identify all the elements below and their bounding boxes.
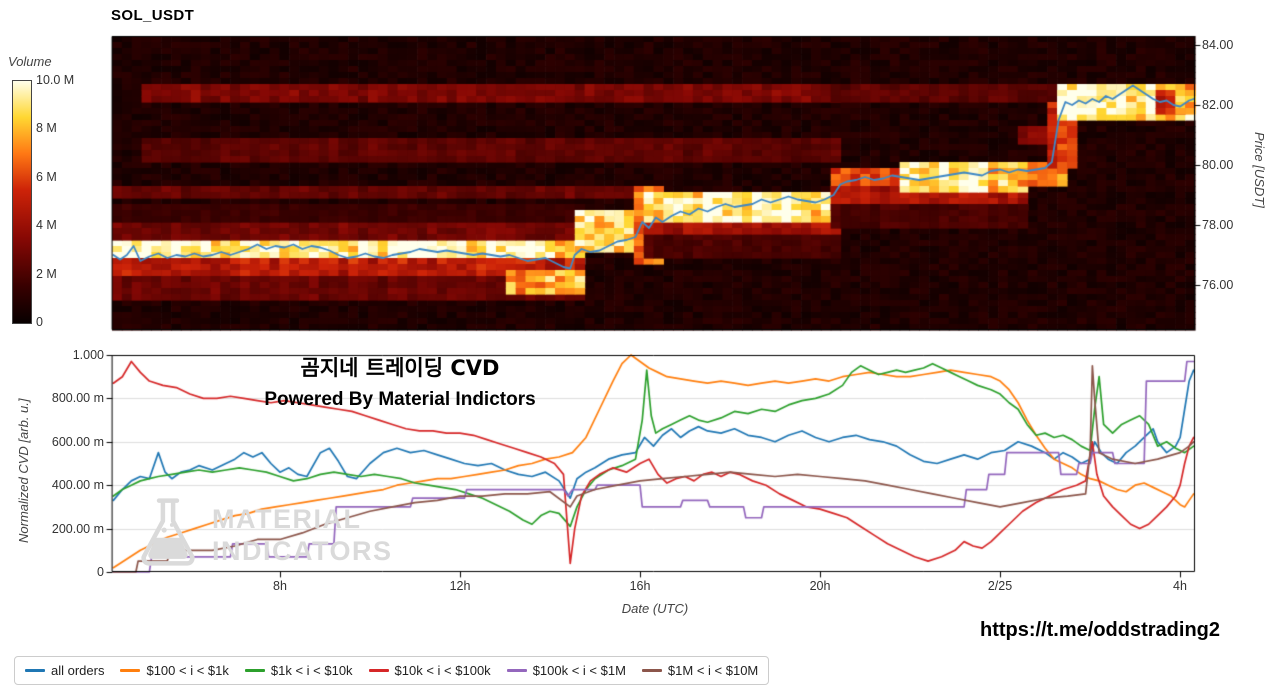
cvd-tick: 1.000 bbox=[72, 348, 104, 362]
legend-swatch bbox=[244, 669, 265, 672]
legend-item: $100k < i < $1M bbox=[506, 663, 626, 678]
colorbar-title: Volume bbox=[8, 54, 52, 69]
cvd-tick: 200.00 m bbox=[51, 522, 104, 536]
colorbar-tick: 10.0 M bbox=[36, 73, 75, 87]
cvd-tick: 600.00 m bbox=[51, 435, 104, 449]
x-tick: 12h bbox=[449, 579, 471, 593]
colorbar-tick: 4 M bbox=[36, 218, 57, 232]
cvd-tick: 800.00 m bbox=[51, 391, 104, 405]
page-title: SOL_USDT bbox=[111, 7, 195, 24]
legend-label: $100 < i < $1k bbox=[146, 663, 229, 678]
legend-item: $1M < i < $10M bbox=[641, 663, 759, 678]
legend-label: $1k < i < $10k bbox=[270, 663, 353, 678]
price-axis-title: Price [USDT] bbox=[1252, 132, 1267, 208]
price-tick: 76.00 bbox=[1202, 278, 1234, 292]
colorbar-tick: 0 bbox=[36, 315, 43, 329]
cvd-line-chart-canvas bbox=[102, 345, 1205, 582]
legend-label: $100k < i < $1M bbox=[532, 663, 626, 678]
colorbar-tick: 6 M bbox=[36, 170, 57, 184]
x-axis-title: Date (UTC) bbox=[621, 601, 689, 616]
cvd-axis-title: Normalized CVD [arb. u.] bbox=[16, 398, 31, 544]
legend-swatch bbox=[506, 669, 527, 672]
colorbar-tick: 2 M bbox=[36, 267, 57, 281]
material-indicators-watermark: MATERIAL INDICATORS bbox=[136, 496, 393, 573]
legend-item: $10k < i < $100k bbox=[368, 663, 491, 678]
x-tick: 16h bbox=[629, 579, 651, 593]
price-tick: 84.00 bbox=[1202, 38, 1234, 52]
cvd-tick: 0 bbox=[97, 565, 104, 579]
price-tick: 82.00 bbox=[1202, 98, 1234, 112]
x-tick: 2/25 bbox=[987, 579, 1013, 593]
legend-item: $1k < i < $10k bbox=[244, 663, 353, 678]
legend-item: all orders bbox=[25, 663, 104, 678]
legend-label: $10k < i < $100k bbox=[394, 663, 491, 678]
powered-by-text: Powered By Material Indictors bbox=[264, 389, 536, 410]
x-tick: 20h bbox=[809, 579, 831, 593]
legend-label: all orders bbox=[51, 663, 105, 678]
legend-swatch bbox=[120, 669, 141, 672]
legend-swatch bbox=[25, 669, 45, 672]
volume-colorbar bbox=[12, 80, 32, 324]
watermark-line-2: INDICATORS bbox=[212, 535, 393, 566]
cvd-tick: 400.00 m bbox=[51, 478, 104, 492]
legend-swatch bbox=[368, 669, 389, 672]
flask-icon bbox=[136, 496, 200, 573]
legend: all orders $100 < i < $1k $1k < i < $10k… bbox=[14, 656, 770, 685]
x-tick: 8h bbox=[273, 579, 287, 593]
korean-title: 곰지네 트레이딩 CVD bbox=[300, 356, 500, 380]
telegram-url: https://t.me/oddstrading2 bbox=[980, 619, 1220, 641]
watermark-line-1: MATERIAL bbox=[212, 503, 362, 534]
price-tick: 80.00 bbox=[1202, 158, 1234, 172]
legend-label: $1M < i < $10M bbox=[667, 663, 759, 678]
overlay-title-block: 곰지네 트레이딩 CVD Powered By Material Indicto… bbox=[205, 352, 595, 411]
x-tick: 4h bbox=[1173, 579, 1187, 593]
price-tick: 78.00 bbox=[1202, 218, 1234, 232]
colorbar-tick: 8 M bbox=[36, 121, 57, 135]
volume-heatmap-canvas bbox=[102, 26, 1205, 340]
legend-item: $100 < i < $1k bbox=[120, 663, 229, 678]
legend-swatch bbox=[641, 669, 662, 672]
